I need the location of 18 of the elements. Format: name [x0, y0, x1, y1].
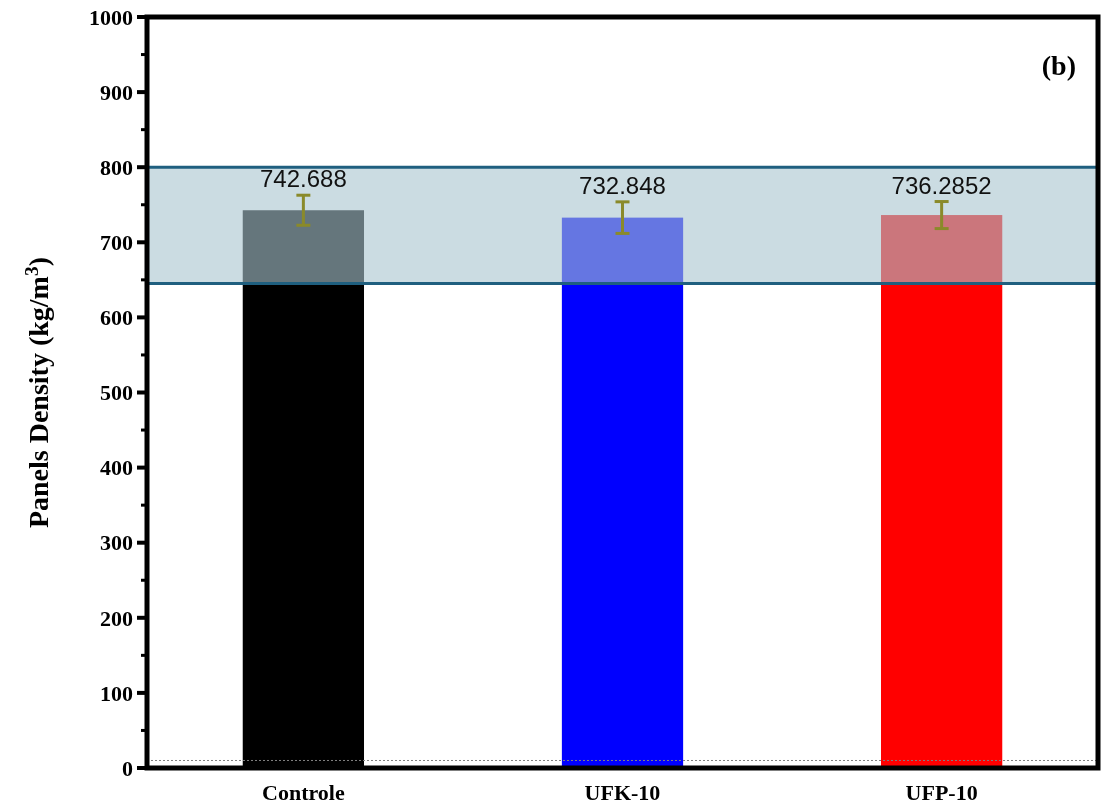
data-label: 732.848: [579, 171, 666, 199]
y-tick-label: 500: [100, 380, 133, 406]
y-tick-label: 100: [100, 680, 133, 706]
y-tick-label: 0: [122, 755, 133, 781]
y-tick-label: 600: [100, 305, 133, 331]
x-tick-label: Controle: [262, 780, 345, 805]
annotation: (b): [1041, 50, 1076, 81]
y-tick-label: 800: [100, 154, 133, 180]
data-label: 736.2852: [891, 171, 992, 199]
data-label: 742.688: [259, 165, 347, 193]
y-tick-label: 700: [100, 230, 133, 255]
y-tick-label: 1000: [89, 4, 133, 30]
y-tick-label: 200: [100, 605, 133, 631]
y-tick-label: 300: [100, 530, 133, 556]
y-tick-label: 900: [100, 79, 133, 105]
x-tick-label: UFP-10: [905, 780, 978, 805]
y-tick-label: 400: [100, 455, 133, 481]
x-tick-label: UFK-10: [584, 780, 661, 805]
